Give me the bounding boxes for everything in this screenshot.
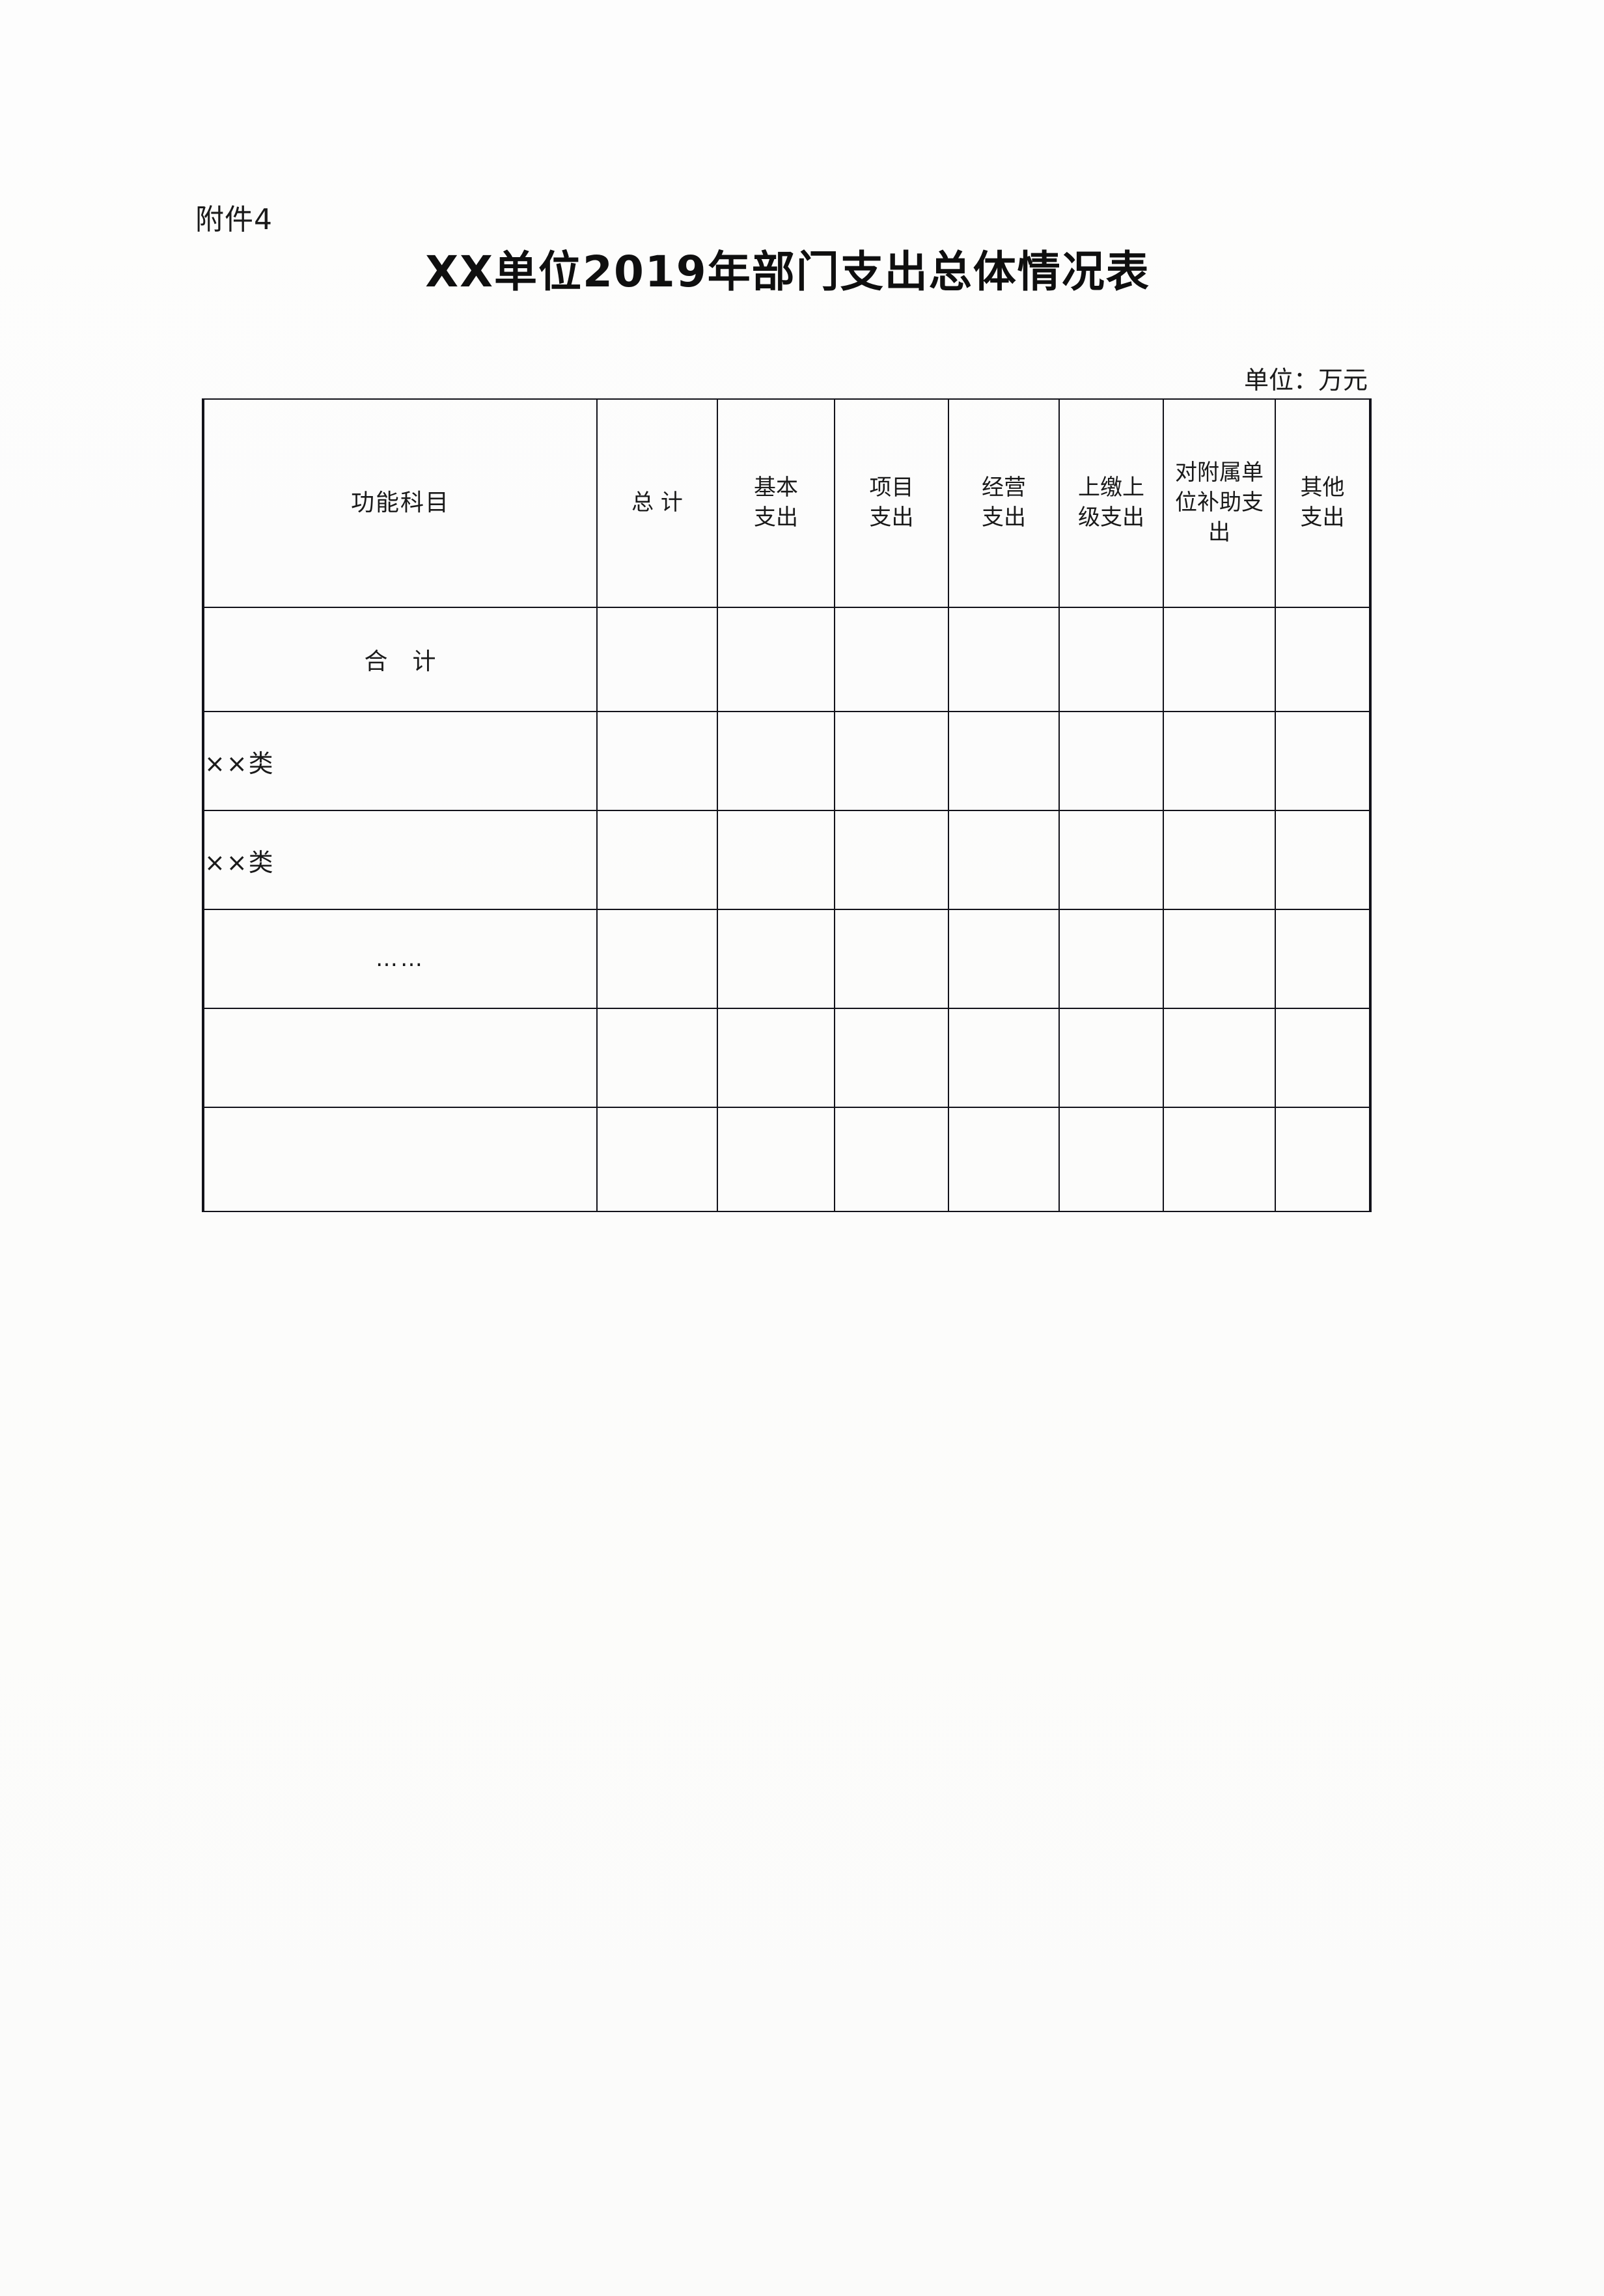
cell-operating[interactable] — [948, 711, 1060, 811]
table-row: ××类 — [202, 711, 1372, 811]
cell-subsidy[interactable] — [1163, 1008, 1276, 1108]
cell-operating[interactable] — [948, 1107, 1060, 1212]
table-row: ××类 — [202, 810, 1372, 910]
cell-total[interactable] — [596, 810, 718, 910]
cell-other[interactable] — [1275, 909, 1372, 1009]
header-cell-total: 总 计 — [596, 398, 718, 608]
cell-project[interactable] — [834, 909, 949, 1009]
expenditure-table: 功能科目 总 计 基本 支出 项目 支出 经营 支出 上缴 — [202, 398, 1372, 1212]
table-row — [202, 1107, 1372, 1212]
cell-basic[interactable] — [717, 607, 835, 712]
header-cell-operating: 经营 支出 — [948, 398, 1060, 608]
cell-subsidy[interactable] — [1163, 810, 1276, 910]
header-label-operating-line2: 支出 — [982, 505, 1026, 531]
cell-remit-upper[interactable] — [1058, 711, 1164, 811]
row-label-total: 合 计 — [202, 607, 598, 712]
header-label-operating-line1: 经营 — [982, 475, 1026, 501]
cell-remit-upper[interactable] — [1058, 1008, 1164, 1108]
table-row: …… — [202, 909, 1372, 1009]
header-label-basic-line1: 基本 — [754, 475, 798, 501]
header-label-project-line2: 支出 — [869, 505, 914, 531]
cell-operating[interactable] — [948, 1008, 1060, 1108]
page-title: XX单位2019年部门支出总体情况表 — [425, 247, 1150, 297]
header-label-subsidy-line3: 出 — [1208, 519, 1230, 546]
cell-total[interactable] — [596, 1008, 718, 1108]
cell-project[interactable] — [834, 711, 949, 811]
row-label-blank-2[interactable] — [202, 1107, 598, 1212]
header-label-subject: 功能科目 — [350, 489, 450, 516]
header-label-remit-line2: 级支出 — [1078, 505, 1144, 531]
header-label-total: 总 计 — [631, 490, 683, 516]
header-label-remit-line1: 上缴上 — [1078, 475, 1144, 501]
header-cell-subject: 功能科目 — [202, 398, 598, 608]
cell-operating[interactable] — [948, 607, 1060, 712]
cell-project[interactable] — [834, 1008, 949, 1108]
cell-subsidy[interactable] — [1163, 711, 1276, 811]
unit-note: 单位：万元 — [1243, 366, 1368, 394]
cell-basic[interactable] — [717, 1008, 835, 1108]
header-label-subsidy-line2: 位补助支 — [1175, 490, 1264, 516]
header-cell-basic: 基本 支出 — [717, 398, 835, 608]
cell-total[interactable] — [596, 909, 718, 1009]
cell-other[interactable] — [1275, 1107, 1372, 1212]
header-label-subsidy-line1: 对附属单 — [1175, 460, 1264, 486]
header-label-other-line2: 支出 — [1300, 505, 1345, 531]
cell-remit-upper[interactable] — [1058, 607, 1164, 712]
cell-subsidy[interactable] — [1163, 1107, 1276, 1212]
header-cell-subsidy: 对附属单 位补助支 出 — [1163, 398, 1276, 608]
cell-remit-upper[interactable] — [1058, 1107, 1164, 1212]
cell-total[interactable] — [596, 711, 718, 811]
cell-other[interactable] — [1275, 607, 1372, 712]
cell-other[interactable] — [1275, 810, 1372, 910]
cell-other[interactable] — [1275, 1008, 1372, 1108]
cell-project[interactable] — [834, 607, 949, 712]
cell-remit-upper[interactable] — [1058, 810, 1164, 910]
cell-operating[interactable] — [948, 909, 1060, 1009]
cell-subsidy[interactable] — [1163, 607, 1276, 712]
header-label-other-line1: 其他 — [1300, 475, 1345, 501]
attachment-label: 附件4 — [195, 203, 273, 236]
cell-basic[interactable] — [717, 711, 835, 811]
header-cell-remit-upper: 上缴上 级支出 — [1058, 398, 1164, 608]
header-cell-project: 项目 支出 — [834, 398, 949, 608]
cell-total[interactable] — [596, 607, 718, 712]
cell-basic[interactable] — [717, 810, 835, 910]
row-label-blank-1[interactable] — [202, 1008, 598, 1108]
cell-total[interactable] — [596, 1107, 718, 1212]
cell-other[interactable] — [1275, 711, 1372, 811]
cell-subsidy[interactable] — [1163, 909, 1276, 1009]
header-cell-other: 其他 支出 — [1275, 398, 1372, 608]
cell-basic[interactable] — [717, 909, 835, 1009]
table-row: 合 计 — [202, 607, 1372, 712]
header-label-project-line1: 项目 — [869, 475, 914, 501]
row-label-category-2: ××类 — [202, 810, 598, 910]
table-row — [202, 1008, 1372, 1108]
cell-operating[interactable] — [948, 810, 1060, 910]
cell-project[interactable] — [834, 810, 949, 910]
table-header-row: 功能科目 总 计 基本 支出 项目 支出 经营 支出 上缴 — [202, 398, 1372, 608]
row-label-category-1: ××类 — [202, 711, 598, 811]
header-label-basic-line2: 支出 — [754, 505, 798, 531]
cell-basic[interactable] — [717, 1107, 835, 1212]
row-label-ellipsis: …… — [202, 909, 598, 1009]
cell-project[interactable] — [834, 1107, 949, 1212]
cell-remit-upper[interactable] — [1058, 909, 1164, 1009]
